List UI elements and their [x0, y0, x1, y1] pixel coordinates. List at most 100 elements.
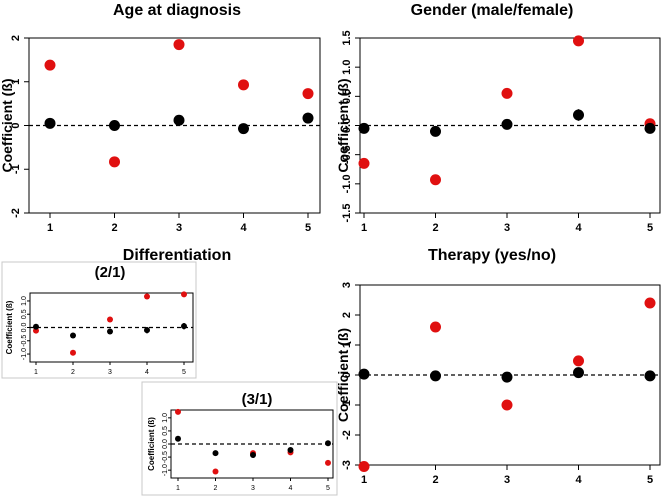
black-point [175, 435, 181, 442]
red-point [173, 39, 185, 51]
title-gender: Gender (male/female) [411, 2, 574, 19]
black-point [573, 367, 584, 379]
red-point [212, 468, 219, 475]
black-point [325, 440, 331, 447]
y-tick-label: 0 [10, 122, 22, 128]
black-point [430, 370, 441, 382]
y-tick-label: -1.0 [21, 348, 28, 360]
inset-frame [141, 381, 338, 496]
x-tick-label: 2 [432, 474, 438, 486]
x-tick-label: 5 [305, 222, 311, 234]
y-tick-label: 1.5 [341, 30, 353, 45]
panel-age: 1 2 3 4 5 -2 -1 0 1 2 Coefficient (ß) [0, 35, 321, 234]
red-point [358, 157, 370, 169]
red-point [44, 59, 56, 71]
y-tick-label: -1.5 [341, 204, 353, 223]
x-tick-label: 2 [214, 485, 218, 492]
x-tick-label: 5 [182, 369, 186, 376]
panel-differentiation-3-1: 1 2 3 4 5 -1.0-0.5 0.0 0.5 1.0 Coefficient (ß) (3/… [141, 381, 338, 496]
x-tick-label: 3 [108, 369, 112, 376]
black-point [238, 123, 249, 135]
y-tick-label: 0.5 [341, 89, 353, 104]
y-tick-label: -2 [10, 208, 22, 218]
y-tick-label: 0.5 [162, 426, 169, 436]
x-tick-label: 4 [289, 485, 293, 492]
red-point [175, 408, 181, 415]
panel-therapy: 1 2 3 4 5 -3 -2 -1 0 1 2 3 Coefficient (ß) [335, 282, 661, 486]
black-point [358, 122, 370, 134]
title-age: Age at diagnosis [113, 2, 241, 19]
x-tick-label: 4 [240, 222, 247, 234]
red-point [358, 461, 370, 472]
black-point [107, 328, 113, 335]
black-point [302, 112, 314, 124]
y-tick-label: -0.5 [341, 145, 353, 164]
panel-title: (2/1) [95, 264, 126, 281]
black-point [250, 451, 256, 458]
black-point [644, 370, 656, 382]
x-tick-label: 2 [432, 222, 438, 234]
y-axis-label: Coefficient (ß) [335, 78, 351, 172]
x-tick-label: 4 [145, 369, 149, 376]
y-tick-label: 3 [341, 282, 353, 288]
x-tick-label: 1 [361, 222, 367, 234]
y-tick-label: -1 [10, 164, 22, 174]
x-tick-label: 2 [111, 222, 117, 234]
red-point [181, 291, 187, 298]
inset-frame [1, 261, 197, 379]
black-point [44, 117, 56, 129]
x-tick-label: 4 [575, 474, 582, 486]
y-tick-label: 1.0 [341, 60, 353, 75]
y-tick-label: 1.0 [162, 413, 169, 423]
red-point [430, 321, 441, 333]
red-point [501, 87, 513, 99]
black-point [33, 323, 39, 330]
panel-title: (3/1) [242, 391, 273, 408]
y-axis-label: Coefficient (ß) [0, 78, 15, 172]
red-point [644, 297, 656, 309]
x-tick-label: 5 [326, 485, 330, 492]
title-differentiation: Differentiation [123, 247, 231, 264]
panel-differentiation-2-1: 1 2 3 4 5 -1.0-0.5 0.0 0.5 1.0 Coefficient (ß) (2/… [1, 261, 197, 379]
y-tick-label: 1 [341, 342, 353, 348]
x-tick-label: 3 [504, 222, 510, 234]
x-tick-label: 3 [176, 222, 182, 234]
x-tick-label: 1 [34, 369, 38, 376]
black-point [109, 120, 120, 131]
y-tick-label: 0.0 [162, 439, 169, 449]
x-tick-label: 3 [251, 485, 255, 492]
red-point [573, 35, 584, 47]
panel-gender: 1 2 3 4 5 -1.5 -1.0 -0.5 0.0 0.5 1.0 1.5 Coefficient… [335, 30, 661, 234]
black-point [501, 371, 513, 383]
y-tick-label: -1 [341, 400, 353, 410]
y-tick-label: -2 [341, 430, 353, 440]
red-point [107, 316, 113, 323]
y-tick-label: -1.0 [162, 464, 169, 476]
x-tick-label: 5 [647, 474, 653, 486]
title-therapy: Therapy (yes/no) [428, 247, 556, 264]
red-point [144, 293, 150, 300]
black-point [358, 368, 370, 380]
black-point [181, 323, 187, 330]
y-tick-label: 1 [10, 79, 22, 85]
y-tick-label: -3 [341, 460, 353, 470]
y-tick-label: 0.5 [21, 309, 28, 319]
x-tick-label: 5 [647, 222, 653, 234]
x-tick-label: 1 [176, 485, 180, 492]
y-tick-label: -0.5 [21, 335, 28, 347]
red-point [501, 399, 513, 411]
y-tick-label: -0.5 [162, 451, 169, 463]
y-axis-label: Coefficient (ß) [147, 417, 156, 471]
red-point [573, 355, 584, 367]
y-tick-label: 2 [341, 312, 353, 318]
black-point [287, 447, 294, 454]
black-point [212, 450, 219, 457]
x-tick-label: 2 [71, 369, 75, 376]
red-point [325, 459, 331, 466]
x-tick-label: 1 [361, 474, 367, 486]
y-axis-label: Coefficient (ß) [5, 300, 14, 354]
black-point [501, 118, 513, 130]
y-tick-label: 0.0 [21, 323, 28, 333]
y-tick-label: -1.0 [341, 174, 353, 193]
